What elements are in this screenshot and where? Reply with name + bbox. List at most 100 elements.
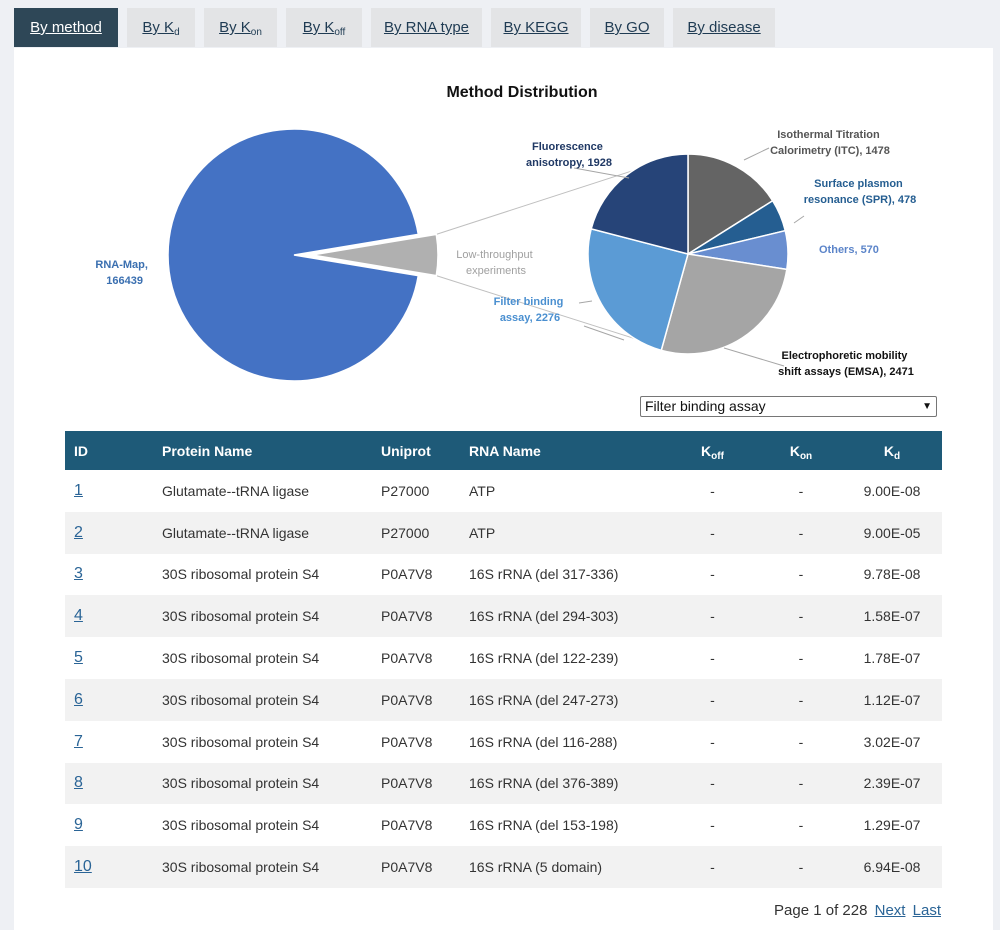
row-id-link[interactable]: 1: [74, 481, 83, 499]
rna-name-cell: 16S rRNA (del 153-198): [469, 817, 619, 834]
kd-cell: 1.58E-07: [842, 595, 942, 638]
tab-by-rna-type[interactable]: By RNA type: [371, 8, 482, 47]
label-emsa: Electrophoretic mobility shift assays (E…: [778, 350, 914, 378]
rna-name-cell: 16S rRNA (del 122-239): [469, 650, 619, 667]
rna-name-cell: 16S rRNA (del 317-336): [469, 566, 619, 583]
koff-cell: -: [710, 733, 715, 750]
protein-name-cell: Glutamate--tRNA ligase: [162, 482, 310, 499]
tab-by-method[interactable]: By method: [14, 8, 118, 47]
pagination: Page 1 of 228 Next Last: [774, 902, 941, 919]
binding-data-table: ID Protein Name Uniprot RNA Name Koff Ko…: [65, 431, 942, 888]
pie-slice-rna-map: [167, 128, 420, 382]
kon-cell: -: [760, 678, 842, 721]
rna-name-cell: 16S rRNA (del 294-303): [460, 595, 665, 638]
row-id-link[interactable]: 5: [74, 649, 83, 667]
column-header-kon: Kon: [760, 431, 842, 470]
table-row: 9 30S ribosomal protein S4 P0A7V8 16S rR…: [65, 804, 942, 846]
koff-cell: -: [665, 678, 760, 721]
kon-cell: -: [760, 846, 842, 888]
column-header-kd: Kd: [842, 431, 942, 470]
koff-cell: -: [665, 511, 760, 554]
protein-name-cell: 30S ribosomal protein S4: [153, 678, 372, 721]
koff-cell: -: [665, 846, 760, 888]
kd-cell: 6.94E-08: [842, 846, 942, 888]
protein-name-cell: 30S ribosomal protein S4: [153, 762, 372, 805]
rna-name-cell: 16S rRNA (5 domain): [460, 846, 665, 888]
column-header-uniprot: Uniprot: [372, 431, 460, 470]
method-filter-value: Filter binding assay: [645, 398, 766, 414]
table-row: 5 30S ribosomal protein S4 P0A7V8 16S rR…: [65, 637, 942, 679]
kd-cell: 1.78E-07: [863, 650, 921, 667]
pie-slice-isothermal-titration-calorimetry: [687, 153, 774, 256]
tab-by-kon[interactable]: By Kon: [204, 8, 277, 47]
kon-cell: -: [798, 566, 804, 583]
pie-slice-filter-binding-assay: [587, 227, 689, 352]
koff-cell: -: [665, 762, 760, 805]
uniprot-cell: P0A7V8: [372, 595, 460, 638]
kd-cell: 3.02E-07: [863, 733, 921, 750]
connector-line: [436, 275, 659, 347]
tab-by-kd[interactable]: By Kd: [127, 8, 195, 47]
uniprot-cell: P0A7V8: [372, 762, 460, 805]
tab-by-disease[interactable]: By disease: [673, 8, 775, 47]
tab-by-koff[interactable]: By Koff: [286, 8, 362, 47]
kd-cell: 9.00E-08: [863, 482, 921, 499]
kon-cell: -: [798, 482, 804, 499]
column-header-rna-name: RNA Name: [460, 431, 665, 470]
rna-name-cell: 16S rRNA (del 376-389): [460, 762, 665, 805]
kon-cell: -: [760, 511, 842, 554]
table-row: 6 30S ribosomal protein S4 P0A7V8 16S rR…: [65, 678, 942, 721]
koff-cell: -: [710, 817, 715, 834]
kd-cell: 1.12E-07: [842, 678, 942, 721]
label-rna-map: RNA-Map, 166439: [95, 259, 151, 287]
koff-cell: -: [710, 482, 715, 499]
table-row: 4 30S ribosomal protein S4 P0A7V8 16S rR…: [65, 595, 942, 638]
row-id-link[interactable]: 6: [74, 690, 83, 708]
protein-name-cell: 30S ribosomal protein S4: [162, 733, 320, 750]
table-row: 8 30S ribosomal protein S4 P0A7V8 16S rR…: [65, 762, 942, 805]
pie-slice-low-throughput: [311, 233, 439, 277]
row-id-link[interactable]: 7: [74, 732, 83, 750]
kd-cell: 2.39E-07: [842, 762, 942, 805]
protein-name-cell: 30S ribosomal protein S4: [162, 817, 320, 834]
method-filter-select[interactable]: Filter binding assay ▼: [640, 396, 937, 417]
table-row: 2 Glutamate--tRNA ligase P27000 ATP - - …: [65, 511, 942, 554]
label-itc: Isothermal Titration Calorimetry (ITC), …: [770, 129, 890, 157]
tab-by-go[interactable]: By GO: [590, 8, 664, 47]
uniprot-cell: P0A7V8: [372, 678, 460, 721]
chart-title: Method Distribution: [446, 84, 597, 101]
last-page-link[interactable]: Last: [912, 902, 941, 919]
row-id-link[interactable]: 10: [74, 858, 92, 876]
rna-name-cell: 16S rRNA (del 247-273): [460, 678, 665, 721]
tab-by-kegg[interactable]: By KEGG: [491, 8, 581, 47]
uniprot-cell: P0A7V8: [381, 650, 433, 667]
label-spr: Surface plasmon resonance (SPR), 478: [804, 178, 917, 206]
uniprot-cell: P27000: [381, 482, 430, 499]
uniprot-cell: P0A7V8: [381, 733, 433, 750]
row-id-link[interactable]: 2: [74, 523, 83, 541]
label-fluorescence-anisotropy: Fluorescence anisotropy, 1928: [526, 141, 612, 169]
row-id-link[interactable]: 9: [74, 816, 83, 834]
column-header-id: ID: [65, 431, 153, 470]
table-header-row: ID Protein Name Uniprot RNA Name Koff Ko…: [65, 431, 942, 470]
uniprot-cell: P27000: [372, 511, 460, 554]
label-filter-binding: Filter binding assay, 2276: [494, 296, 567, 324]
row-id-link[interactable]: 4: [74, 607, 83, 625]
column-header-protein-name: Protein Name: [153, 431, 372, 470]
next-page-link[interactable]: Next: [874, 902, 906, 919]
table-row: 1 Glutamate--tRNA ligase P27000 ATP - - …: [65, 470, 942, 512]
kon-cell: -: [760, 595, 842, 638]
kd-cell: 1.29E-07: [863, 817, 921, 834]
koff-cell: -: [665, 595, 760, 638]
row-id-link[interactable]: 3: [74, 565, 83, 583]
kon-cell: -: [760, 762, 842, 805]
protein-name-cell: 30S ribosomal protein S4: [153, 846, 372, 888]
koff-cell: -: [710, 650, 715, 667]
kon-cell: -: [798, 733, 804, 750]
label-others: Others, 570: [819, 244, 879, 256]
content-panel: Method Distribution RNA-Map, 166439 Low-…: [14, 48, 993, 930]
table-row: 3 30S ribosomal protein S4 P0A7V8 16S rR…: [65, 554, 942, 596]
uniprot-cell: P0A7V8: [372, 846, 460, 888]
table-row: 7 30S ribosomal protein S4 P0A7V8 16S rR…: [65, 721, 942, 763]
row-id-link[interactable]: 8: [74, 774, 83, 792]
